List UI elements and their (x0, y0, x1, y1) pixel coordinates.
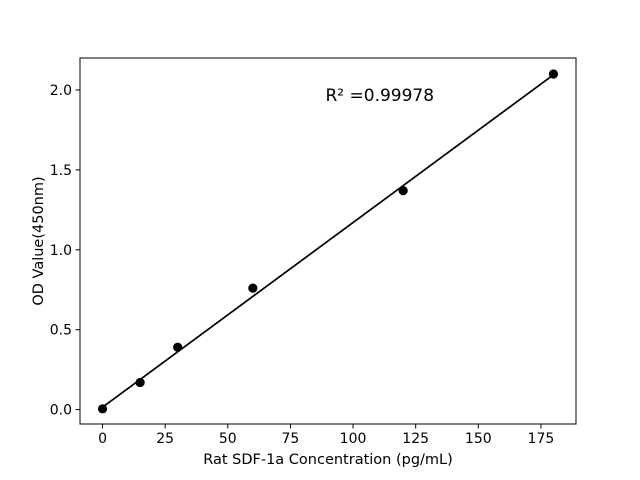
r-squared-annotation: R² =0.99978 (325, 86, 434, 106)
y-tick-label: 1.5 (50, 163, 72, 179)
x-tick-label: 150 (465, 431, 492, 447)
plot-border (79, 57, 577, 425)
data-point (248, 283, 258, 293)
y-tick-label: 0.5 (50, 323, 72, 339)
y-tick-label: 0.0 (50, 403, 72, 419)
x-tick-label: 50 (219, 431, 237, 447)
y-tick-label: 2.0 (50, 83, 72, 99)
x-axis-label: Rat SDF-1a Concentration (pg/mL) (203, 452, 453, 468)
x-tick-label: 25 (156, 431, 174, 447)
x-tick-label: 0 (98, 431, 107, 447)
data-point (135, 377, 145, 388)
y-axis-label: OD Value(450nm) (31, 176, 47, 305)
data-point (398, 186, 408, 196)
x-tick-label: 175 (528, 431, 555, 447)
y-tick-label: 1.0 (50, 243, 72, 259)
x-tick-label: 75 (282, 431, 300, 447)
data-point (97, 404, 108, 414)
x-tick-label: 125 (402, 431, 429, 447)
data-point (173, 342, 183, 352)
x-tick-label: 100 (340, 431, 367, 447)
data-point (548, 69, 559, 79)
